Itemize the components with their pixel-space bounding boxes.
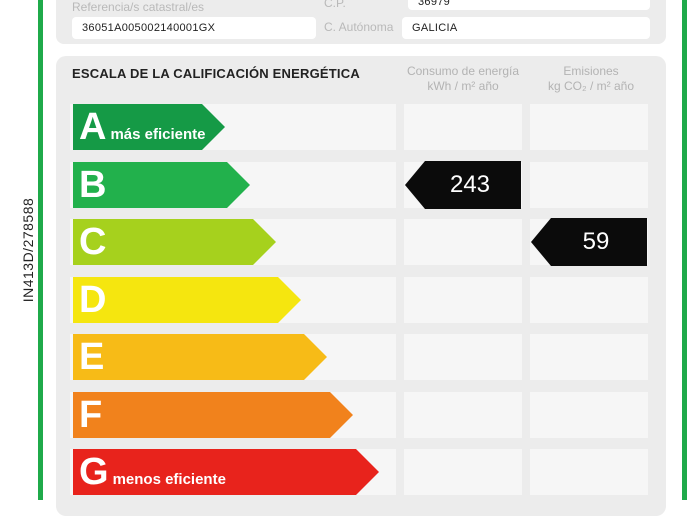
consumo-cell	[404, 449, 522, 495]
consumo-cell	[404, 219, 522, 265]
emisiones-cell	[530, 392, 648, 438]
consumo-cell	[404, 104, 522, 150]
emisiones-cell	[530, 449, 648, 495]
cp-value: 36979	[408, 0, 650, 10]
consumo-cell	[404, 392, 522, 438]
emisiones-cell	[530, 104, 648, 150]
class-letter: F	[79, 394, 103, 436]
cp-label: C.P.	[324, 0, 346, 10]
class-letter: D	[79, 279, 107, 321]
ref-label: Referencia/s catastral/es	[72, 0, 205, 14]
consumo-header-line1: Consumo de energía	[406, 64, 520, 78]
class-letter: C	[79, 221, 107, 263]
autonoma-label: C. Autónoma	[324, 20, 394, 34]
consumo-header: Consumo de energía kWh / m² año	[400, 64, 526, 94]
frame-left-border	[38, 0, 43, 500]
energy-class-arrow-c: C	[73, 219, 276, 265]
side-document-code: IN413D/278588	[20, 197, 36, 303]
consumo-header-line2: kWh / m² año	[427, 79, 499, 93]
frame-right-border	[682, 0, 687, 500]
emisiones-cell	[530, 334, 648, 380]
emisiones-header-line1: Emisiones	[563, 64, 619, 78]
emisiones-cell	[530, 162, 648, 208]
autonoma-value: GALICIA	[402, 17, 650, 39]
consumo-value-badge: 243	[405, 161, 521, 209]
energy-class-arrow-f: F	[73, 392, 353, 438]
class-letter: B	[79, 164, 107, 206]
class-description: más eficiente	[110, 125, 206, 143]
emisiones-header: Emisiones kg CO₂ / m² año	[528, 64, 654, 94]
scale-title: ESCALA DE LA CALIFICACIÓN ENERGÉTICA	[72, 66, 360, 81]
emisiones-value-badge: 59	[531, 218, 647, 266]
consumo-cell	[404, 277, 522, 323]
class-description: menos eficiente	[112, 470, 226, 488]
energy-class-arrow-d: D	[73, 277, 301, 323]
class-letter: E	[79, 336, 105, 378]
emisiones-header-line2: kg CO₂ / m² año	[547, 79, 634, 93]
consumo-cell	[404, 334, 522, 380]
class-letter: A	[79, 106, 107, 148]
class-letter: G	[79, 451, 109, 493]
emisiones-cell	[530, 277, 648, 323]
energy-class-arrow-e: E	[73, 334, 327, 380]
ref-value: 36051A005002140001GX	[72, 17, 316, 39]
energy-class-arrow-b: B	[73, 162, 250, 208]
